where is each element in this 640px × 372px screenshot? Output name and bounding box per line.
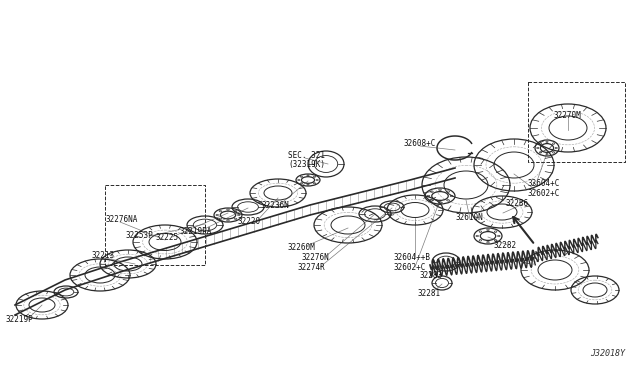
Text: 32276NA: 32276NA xyxy=(105,215,138,224)
Text: SEC. 321: SEC. 321 xyxy=(288,151,325,160)
Text: 32236N: 32236N xyxy=(262,201,290,209)
Text: 32608+C: 32608+C xyxy=(403,138,435,148)
Text: (32319K): (32319K) xyxy=(288,160,325,170)
Text: 32274R: 32274R xyxy=(298,263,326,273)
Text: 32219P: 32219P xyxy=(5,315,33,324)
Text: 32604+C: 32604+C xyxy=(527,179,559,187)
Text: 32213: 32213 xyxy=(92,250,115,260)
Text: 32286: 32286 xyxy=(506,199,529,208)
Text: 32281: 32281 xyxy=(418,289,441,298)
Text: 32602+C: 32602+C xyxy=(393,263,426,273)
Text: 32225: 32225 xyxy=(155,234,178,243)
Text: 32276N: 32276N xyxy=(302,253,330,263)
Text: 32610N: 32610N xyxy=(455,214,483,222)
Text: 32282: 32282 xyxy=(493,241,516,250)
Text: 32260M: 32260M xyxy=(287,244,315,253)
Text: 32219PA: 32219PA xyxy=(180,228,212,237)
Text: 32220: 32220 xyxy=(238,218,261,227)
Text: 32604++B: 32604++B xyxy=(393,253,430,263)
Text: 32602+C: 32602+C xyxy=(527,189,559,198)
Text: 32270M: 32270M xyxy=(553,110,580,119)
Text: J32018Y: J32018Y xyxy=(590,349,625,358)
Text: 32253P: 32253P xyxy=(125,231,153,240)
Text: 32283: 32283 xyxy=(420,270,443,279)
